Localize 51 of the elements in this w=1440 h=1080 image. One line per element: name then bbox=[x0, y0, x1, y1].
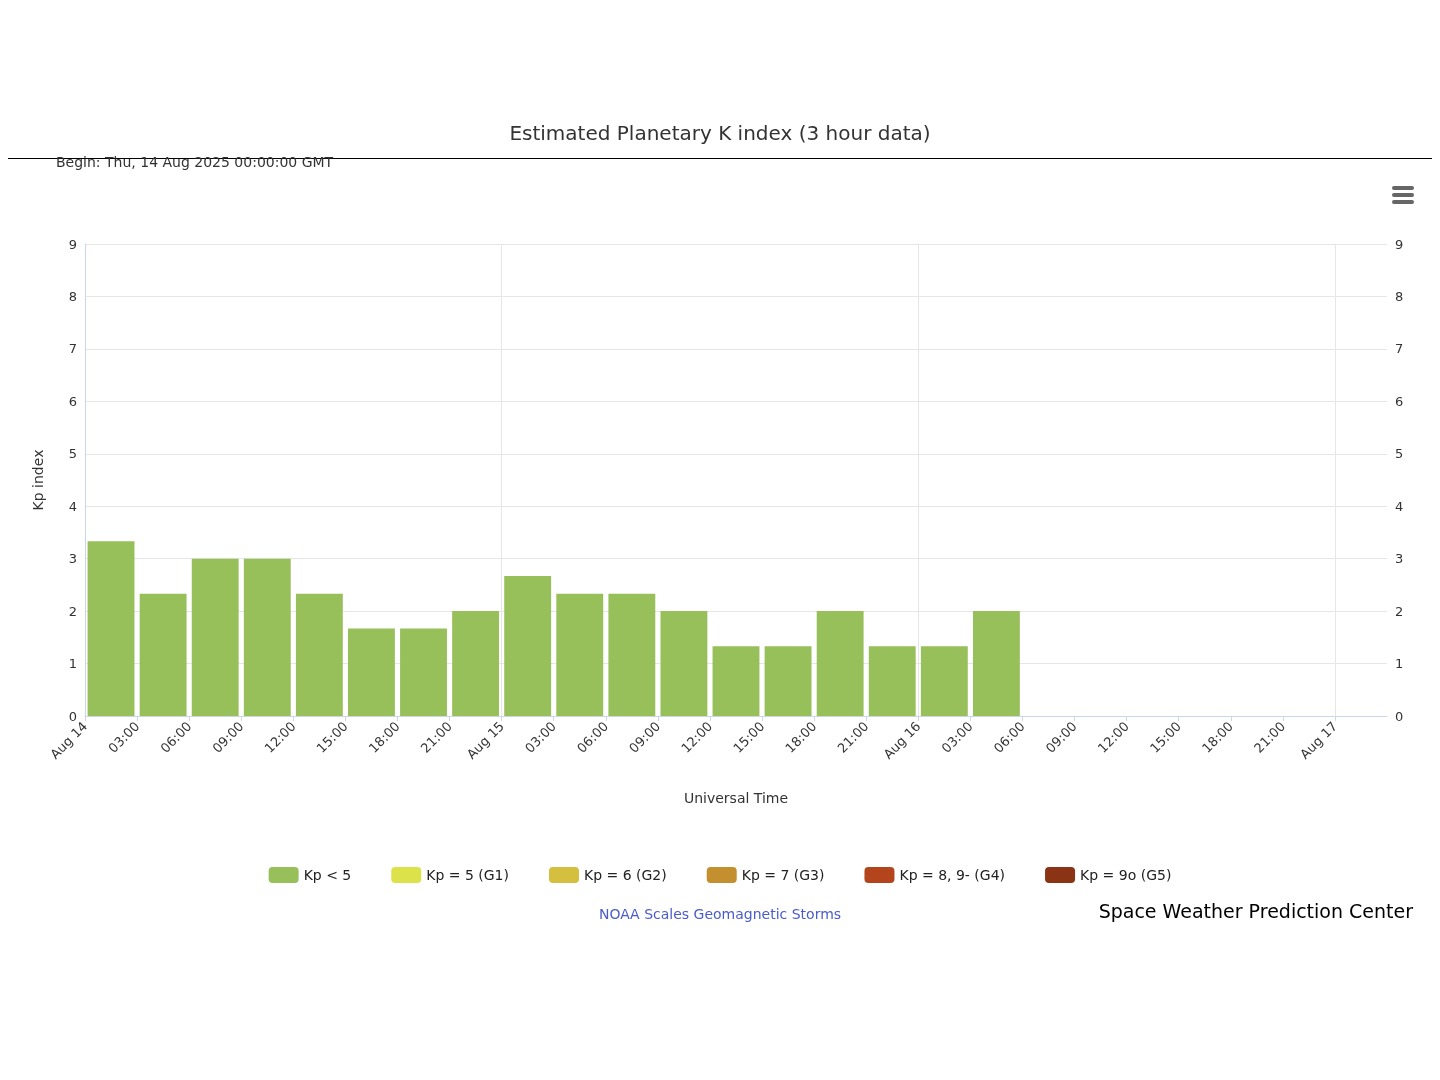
y-axis-title: Kp index bbox=[30, 449, 46, 511]
y-tick-label: 7 bbox=[68, 341, 77, 357]
bar bbox=[400, 628, 447, 716]
bar bbox=[348, 628, 395, 716]
bar bbox=[87, 541, 135, 716]
legend-title: NOAA Scales Geomagnetic Storms bbox=[598, 906, 842, 922]
bar bbox=[452, 611, 500, 716]
y-tick-label: 5 bbox=[68, 446, 77, 462]
y2-tick-label: 4 bbox=[1395, 498, 1404, 514]
legend-label: Kp = 8, 9- (G4) bbox=[899, 867, 1006, 883]
bar bbox=[139, 593, 187, 716]
text: Space Weather Prediction Center bbox=[1098, 899, 1414, 922]
chart-subtitle: Begin: Thu, 14 Aug 2025 00:00:00 GMT bbox=[56, 154, 334, 170]
y-tick-label: 2 bbox=[68, 603, 77, 619]
legend-label: Kp = 5 (G1) bbox=[426, 867, 509, 883]
bar bbox=[504, 575, 552, 716]
bar bbox=[712, 646, 760, 716]
legend-label: Kp = 6 (G2) bbox=[583, 867, 667, 883]
y2-tick-label: 6 bbox=[1395, 393, 1404, 409]
bar bbox=[660, 611, 708, 716]
y2-tick-label: 7 bbox=[1395, 341, 1404, 357]
y-tick-label: 1 bbox=[68, 656, 77, 672]
x-tick-label: Aug 16 bbox=[880, 718, 924, 762]
y-tick-label: 4 bbox=[68, 498, 77, 514]
y2-tick-label: 0 bbox=[1395, 708, 1404, 724]
y2-tick-label: 2 bbox=[1395, 603, 1404, 619]
y2-tick-label: 8 bbox=[1395, 288, 1404, 304]
y-tick-label: 3 bbox=[68, 551, 77, 567]
chart-title: Estimated Planetary K index (3 hour data) bbox=[509, 121, 931, 145]
x-axis-title: Universal Time bbox=[683, 790, 789, 806]
y2-tick-label: 5 bbox=[1395, 446, 1404, 462]
bar bbox=[972, 611, 1020, 716]
bar bbox=[191, 558, 239, 716]
bar bbox=[816, 611, 864, 716]
legend-label: Kp = 7 (G3) bbox=[741, 867, 825, 883]
y2-tick-label: 1 bbox=[1395, 656, 1404, 672]
bar bbox=[556, 593, 604, 716]
bar bbox=[764, 646, 812, 716]
y2-tick-label: 3 bbox=[1395, 551, 1404, 567]
bar bbox=[920, 646, 968, 716]
y-tick-label: 6 bbox=[68, 393, 77, 409]
legend-label: Kp = 9o (G5) bbox=[1080, 867, 1172, 883]
bar bbox=[608, 593, 656, 716]
y-tick-label: 0 bbox=[68, 708, 77, 724]
y2-tick-label: 9 bbox=[1395, 236, 1404, 252]
bar bbox=[243, 558, 291, 716]
legend-label: Kp < 5 bbox=[303, 867, 352, 883]
bar bbox=[868, 646, 916, 716]
bar bbox=[295, 593, 343, 716]
y-tick-label: 8 bbox=[68, 288, 77, 304]
y-tick-label: 9 bbox=[68, 236, 77, 252]
